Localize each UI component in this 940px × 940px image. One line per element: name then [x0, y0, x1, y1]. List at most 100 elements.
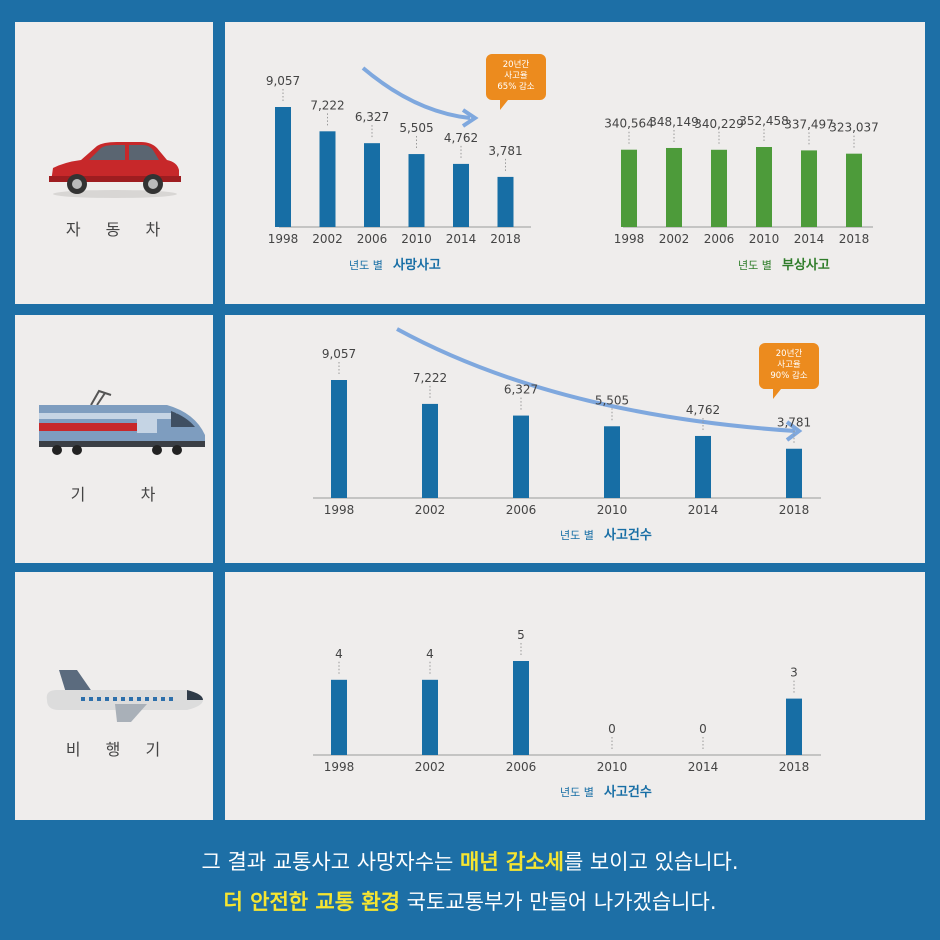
bar-2014 — [801, 150, 817, 227]
category-label-2014: 2014 — [794, 232, 825, 246]
value-label-2014: 4,762 — [444, 131, 478, 145]
category-label-2018: 2018 — [490, 232, 521, 246]
bar-2006 — [364, 143, 380, 227]
car-icon — [49, 142, 181, 198]
car-chart-panel: 9,057 1998 7,222 2002 6,327 2006 5,505 2010 4,76… — [225, 22, 925, 304]
car-charts-svg: 9,057 1998 7,222 2002 6,327 2006 5,505 2010 4,76… — [266, 54, 879, 273]
airplane-chart-svg: 4 1998 4 2002 5 2006 0 2010 0 2014 3 2018 년도 별 사고건수 — [313, 628, 821, 800]
value-label-2010: 5,505 — [399, 121, 433, 135]
category-label-2002: 2002 — [659, 232, 690, 246]
value-label-1998: 9,057 — [322, 347, 356, 361]
callout-line-2: 90% 감소 — [770, 370, 807, 381]
chart-title-prefix: 년도 별 — [560, 786, 594, 799]
chart-title: 부상사고 — [782, 257, 830, 273]
callout-shape — [486, 54, 546, 110]
car-trend-arrowhead — [461, 108, 479, 128]
train-label-panel: 기 차 — [15, 315, 213, 563]
category-label-2006: 2006 — [357, 232, 388, 246]
category-label-1998: 1998 — [324, 503, 355, 517]
category-label-2018: 2018 — [839, 232, 870, 246]
footer-line-1: 그 결과 교통사고 사망자수는 매년 감소세를 보이고 있습니다. — [0, 846, 940, 876]
footer: 그 결과 교통사고 사망자수는 매년 감소세를 보이고 있습니다. 더 안전한 … — [0, 820, 940, 940]
train-label: 기 차 — [70, 485, 166, 504]
category-label-2010: 2010 — [597, 760, 628, 774]
category-label-2014: 2014 — [446, 232, 477, 246]
category-label-2010: 2010 — [749, 232, 780, 246]
airplane-chart-panel: 4 1998 4 2002 5 2006 0 2010 0 2014 3 2018 년도 별 사고건수 — [225, 572, 925, 820]
bar-2018 — [786, 448, 802, 498]
callout-line-1: 사고율 — [504, 71, 528, 81]
bar-2014 — [453, 163, 469, 227]
value-label-2002: 7,222 — [310, 98, 344, 112]
category-label-2010: 2010 — [597, 503, 628, 517]
category-label-2002: 2002 — [415, 760, 446, 774]
chart-title-prefix: 년도 별 — [349, 259, 383, 272]
bar-2018 — [846, 153, 862, 227]
footer-line-2-post: 국토교통부가 만들어 나가겠습니다. — [400, 890, 717, 914]
category-label-2006: 2006 — [506, 503, 537, 517]
value-label-2018: 3,781 — [488, 144, 522, 158]
car-label-panel: 자 동 차 — [15, 22, 213, 304]
value-label-2006: 340,229 — [694, 117, 744, 131]
footer-line-2-highlight: 더 안전한 교통 환경 — [223, 890, 401, 914]
chart-title: 사고건수 — [604, 527, 652, 543]
airplane-icon — [46, 670, 203, 722]
bar-1998 — [275, 107, 291, 227]
bar-2002 — [422, 679, 438, 755]
callout-line-0: 20년간 — [503, 59, 530, 70]
chart-title-prefix: 년도 별 — [738, 259, 772, 272]
value-label-2002: 4 — [426, 647, 434, 661]
footer-line-1-post: 를 보이고 있습니다. — [563, 850, 739, 874]
train-icon — [39, 389, 205, 455]
value-label-2014: 4,762 — [686, 403, 720, 417]
train-chart-panel: 9,057 1998 7,222 2002 6,327 2006 5,505 2010 4,76… — [225, 315, 925, 563]
footer-line-2: 더 안전한 교통 환경 국토교통부가 만들어 나가겠습니다. — [0, 886, 940, 916]
category-label-1998: 1998 — [614, 232, 645, 246]
bar-2002 — [666, 147, 682, 227]
chart-title-prefix: 년도 별 — [560, 529, 594, 542]
value-label-1998: 9,057 — [266, 74, 300, 88]
value-label-1998: 4 — [335, 647, 343, 661]
airplane-label: 비 행 기 — [65, 740, 171, 759]
value-label-2002: 348,149 — [649, 115, 699, 129]
value-label-2014: 337,497 — [784, 117, 834, 131]
bar-1998 — [621, 149, 637, 227]
value-label-2018: 3,781 — [777, 416, 811, 430]
bar-2010 — [408, 154, 425, 227]
category-label-1998: 1998 — [268, 232, 299, 246]
category-label-2018: 2018 — [779, 503, 810, 517]
category-label-2006: 2006 — [704, 232, 735, 246]
bar-2014 — [695, 435, 711, 498]
train-trend-arrowhead — [785, 420, 803, 442]
callout-line-2: 65% 감소 — [497, 81, 534, 92]
value-label-2014: 0 — [699, 722, 707, 736]
footer-line-1-highlight: 매년 감소세 — [460, 850, 564, 874]
bar-1998 — [331, 679, 347, 755]
category-label-2018: 2018 — [779, 760, 810, 774]
bar-2010 — [604, 426, 620, 498]
callout-line-1: 사고율 — [777, 360, 801, 370]
bar-2006 — [513, 415, 529, 498]
callout-shape — [759, 343, 819, 399]
bar-1998 — [331, 380, 347, 498]
chart-title: 사고건수 — [604, 784, 652, 800]
category-label-2006: 2006 — [506, 760, 537, 774]
value-label-2010: 352,458 — [739, 114, 789, 128]
airplane-label-panel: 비 행 기 — [15, 572, 213, 820]
car-label: 자 동 차 — [65, 220, 171, 239]
category-label-2002: 2002 — [312, 232, 343, 246]
bar-2006 — [711, 149, 727, 227]
bar-2010 — [756, 147, 772, 227]
category-label-2010: 2010 — [401, 232, 432, 246]
bar-2018 — [786, 698, 802, 755]
value-label-2006: 6,327 — [504, 383, 538, 397]
bar-2002 — [319, 131, 336, 227]
category-label-2002: 2002 — [415, 503, 446, 517]
value-label-1998: 340,564 — [604, 117, 654, 131]
category-label-1998: 1998 — [324, 760, 355, 774]
value-label-2010: 0 — [608, 722, 616, 736]
category-label-2014: 2014 — [688, 760, 719, 774]
value-label-2018: 323,037 — [829, 121, 879, 135]
